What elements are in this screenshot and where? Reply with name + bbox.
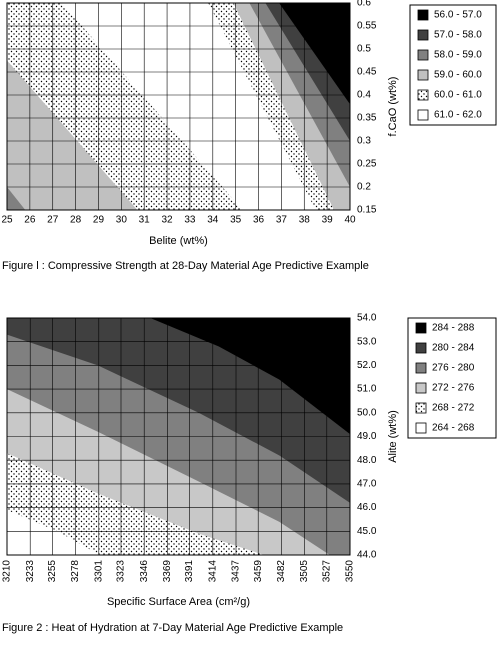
y-tick-label: 51.0	[357, 384, 377, 395]
x-tick-label: 37	[276, 215, 288, 226]
y-axis-label: f.CaO (wt%)	[387, 77, 399, 137]
x-tick-label: 28	[70, 215, 82, 226]
y-tick-label: 0.5	[357, 44, 371, 55]
legend-swatch	[415, 422, 427, 434]
plot-frame	[6, 2, 351, 211]
y-tick-label: 44.0	[357, 550, 377, 561]
y-tick-label: 48.0	[357, 455, 377, 466]
x-tick-label: 3369	[162, 560, 173, 583]
plot-frame	[6, 317, 351, 556]
legend-swatch	[415, 382, 427, 394]
legend-swatch	[417, 69, 429, 81]
x-tick-label: 36	[253, 215, 265, 226]
legend-label: 57.0 - 58.0	[434, 30, 482, 41]
y-tick-label: 0.6	[357, 0, 371, 9]
x-tick-label: 3437	[231, 560, 242, 583]
y-tick-label: 0.2	[357, 182, 371, 193]
legend-swatch	[415, 402, 427, 414]
x-tick-label: 3414	[207, 560, 218, 583]
legend-label: 268 - 272	[432, 403, 475, 414]
y-tick-label: 52.0	[357, 360, 377, 371]
legend-label: 276 - 280	[432, 363, 475, 374]
y-tick-label: 49.0	[357, 431, 377, 442]
legend-label: 272 - 276	[432, 383, 475, 394]
legend-label: 56.0 - 57.0	[434, 10, 482, 21]
legend-swatch	[415, 362, 427, 374]
y-tick-label: 0.55	[357, 21, 377, 32]
x-tick-label: 3550	[345, 560, 356, 583]
y-tick-label: 0.25	[357, 159, 377, 170]
x-tick-label: 32	[162, 215, 174, 226]
x-tick-label: 3301	[93, 560, 104, 583]
legend-swatch	[417, 49, 429, 61]
caption: Figure 2 : Heat of Hydration at 7-Day Ma…	[2, 622, 343, 634]
x-tick-label: 3233	[25, 560, 36, 583]
x-tick-label: 3391	[184, 560, 195, 583]
x-tick-label: 34	[207, 215, 219, 226]
y-tick-label: 53.0	[357, 336, 377, 347]
x-tick-label: 3459	[253, 560, 264, 583]
contour-region	[150, 318, 350, 435]
y-tick-label: 54.0	[357, 313, 377, 324]
y-tick-label: 0.35	[357, 113, 377, 124]
legend-swatch	[417, 29, 429, 41]
legend-swatch	[415, 322, 427, 334]
plot	[7, 3, 350, 210]
x-tick-label: 26	[24, 215, 36, 226]
y-tick-label: 46.0	[357, 502, 377, 513]
x-tick-label: 35	[230, 215, 242, 226]
x-axis-label: Specific Surface Area (cm²/g)	[107, 596, 250, 608]
x-tick-label: 29	[93, 215, 105, 226]
x-tick-label: 3482	[276, 560, 287, 583]
x-tick-label: 31	[139, 215, 151, 226]
x-tick-label: 33	[184, 215, 196, 226]
legend-swatch	[417, 109, 429, 121]
legend-box	[407, 317, 497, 439]
legend-label: 59.0 - 60.0	[434, 70, 482, 81]
caption: Figure l : Compressive Strength at 28-Da…	[2, 260, 369, 272]
legend-swatch	[417, 9, 429, 21]
y-axis-label: Alite (wt%)	[387, 410, 399, 463]
legend-label: 61.0 - 62.0	[434, 110, 482, 121]
x-tick-label: 27	[47, 215, 59, 226]
x-tick-label: 3323	[116, 560, 127, 583]
x-tick-label: 3210	[2, 560, 13, 583]
y-tick-label: 0.15	[357, 205, 377, 216]
y-tick-label: 0.4	[357, 90, 371, 101]
legend-label: 284 - 288	[432, 323, 475, 334]
legend-label: 60.0 - 61.0	[434, 90, 482, 101]
legend-swatch	[417, 89, 429, 101]
x-tick-label: 3278	[70, 560, 81, 583]
legend-box	[409, 4, 497, 126]
x-axis-label: Belite (wt%)	[149, 235, 208, 247]
x-tick-label: 38	[299, 215, 311, 226]
y-tick-label: 47.0	[357, 479, 377, 490]
x-tick-label: 25	[1, 215, 13, 226]
y-tick-label: 50.0	[357, 407, 377, 418]
x-tick-label: 40	[344, 215, 356, 226]
contour-region	[279, 3, 350, 105]
x-tick-label: 3505	[299, 560, 310, 583]
y-tick-label: 45.0	[357, 526, 377, 537]
x-tick-label: 3346	[139, 560, 150, 583]
legend-label: 280 - 284	[432, 343, 475, 354]
y-tick-label: 0.45	[357, 67, 377, 78]
x-tick-label: 39	[322, 215, 334, 226]
y-tick-label: 0.3	[357, 136, 371, 147]
x-tick-label: 3527	[321, 560, 332, 583]
x-tick-label: 3255	[47, 560, 58, 583]
x-tick-label: 30	[116, 215, 128, 226]
legend-label: 58.0 - 59.0	[434, 50, 482, 61]
legend-label: 264 - 268	[432, 423, 475, 434]
legend-swatch	[415, 342, 427, 354]
